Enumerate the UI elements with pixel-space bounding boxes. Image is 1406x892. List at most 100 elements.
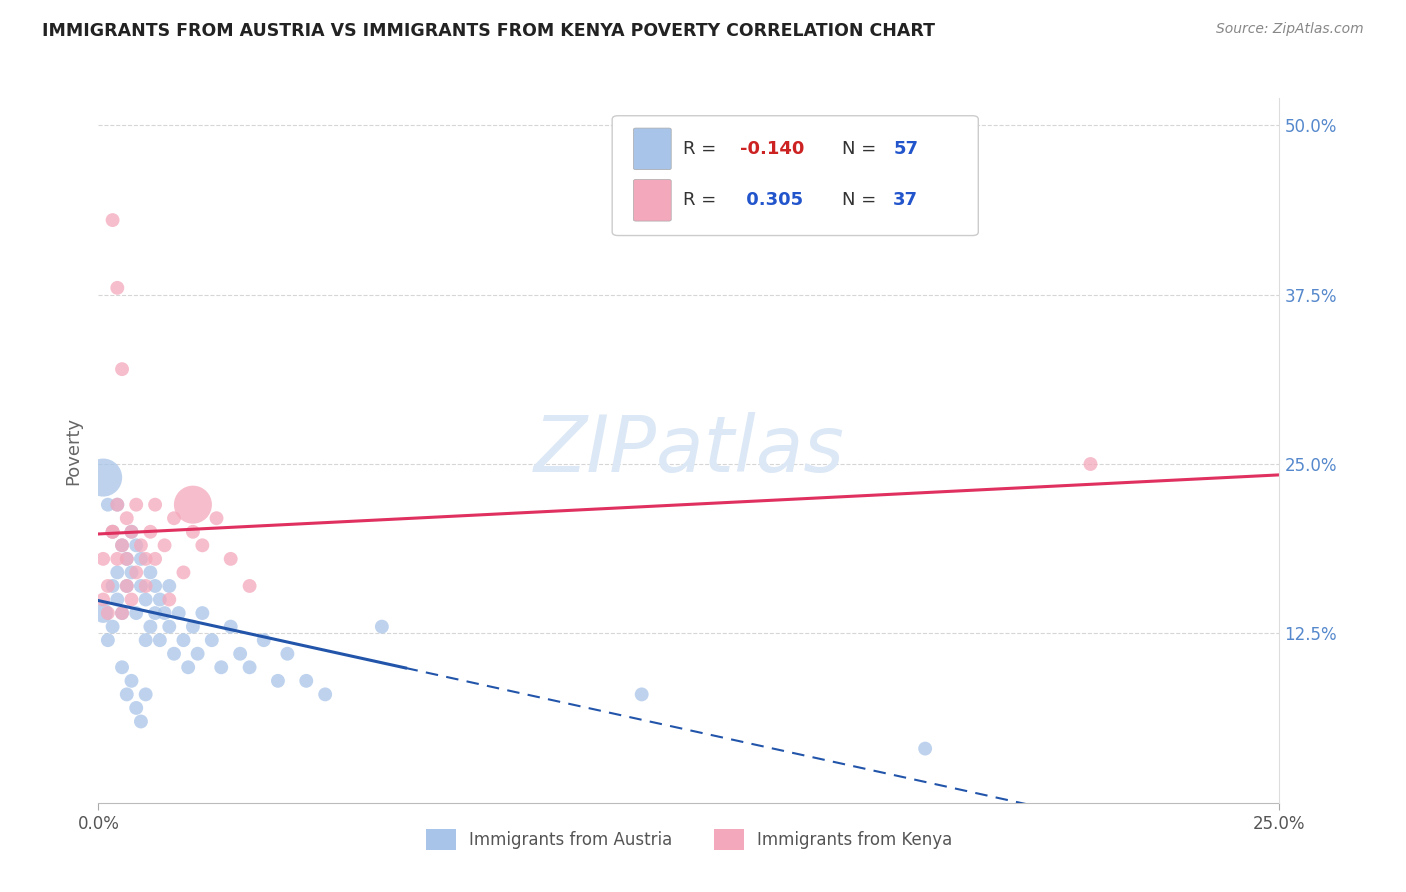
Point [91,606,114,620]
Point [143,552,166,566]
Point [191,538,214,552]
Point [105,566,128,580]
Text: 57: 57 [893,140,918,158]
Point [143,606,166,620]
FancyBboxPatch shape [612,116,979,235]
Point [101,524,124,539]
Text: IMMIGRANTS FROM AUSTRIA VS IMMIGRANTS FROM KENYA POVERTY CORRELATION CHART: IMMIGRANTS FROM AUSTRIA VS IMMIGRANTS FR… [42,22,935,40]
Point [135,633,157,648]
Point [295,673,318,688]
Point [91,470,114,484]
Text: 37: 37 [893,191,918,210]
Point [125,701,148,715]
FancyBboxPatch shape [634,179,671,221]
Point [239,660,262,674]
Point [219,619,242,633]
Point [181,498,204,512]
Point [187,647,209,661]
Point [135,592,157,607]
Y-axis label: Poverty: Poverty [65,417,83,484]
Point [181,524,204,539]
Point [125,498,148,512]
Point [267,673,290,688]
Point [101,524,124,539]
Point [276,647,298,661]
Point [121,592,143,607]
Point [111,538,134,552]
Point [149,592,172,607]
Point [121,524,143,539]
Point [172,633,194,648]
Point [229,647,252,661]
Point [111,538,134,552]
Point [105,498,128,512]
Point [163,511,186,525]
Point [157,579,180,593]
Point [91,552,114,566]
Text: 0.305: 0.305 [740,191,803,210]
Point [129,714,152,729]
Point [153,606,176,620]
Point [143,498,166,512]
Point [115,579,138,593]
Point [91,592,114,607]
Point [135,552,157,566]
Point [205,511,228,525]
Point [172,566,194,580]
Point [314,687,336,701]
Text: R =: R = [683,140,723,158]
Point [1080,457,1102,471]
Point [139,619,162,633]
Text: N =: N = [842,191,883,210]
Point [630,687,652,701]
Point [181,619,204,633]
Point [111,362,134,376]
Point [149,633,172,648]
Point [111,606,134,620]
Point [101,579,124,593]
Point [371,619,394,633]
Point [121,524,143,539]
Legend: Immigrants from Austria, Immigrants from Kenya: Immigrants from Austria, Immigrants from… [418,821,960,858]
Point [209,660,232,674]
Point [115,687,138,701]
Point [115,552,138,566]
Point [97,606,120,620]
Point [167,606,190,620]
Point [253,633,276,648]
Point [157,619,180,633]
Point [191,606,214,620]
Point [201,633,224,648]
Text: R =: R = [683,191,723,210]
Point [101,213,124,227]
Point [139,566,162,580]
Text: Source: ZipAtlas.com: Source: ZipAtlas.com [1216,22,1364,37]
Point [177,660,200,674]
Point [129,579,152,593]
Text: -0.140: -0.140 [740,140,804,158]
Text: N =: N = [842,140,883,158]
Point [143,579,166,593]
Point [157,592,180,607]
Point [105,552,128,566]
Point [97,633,120,648]
Point [129,538,152,552]
Point [129,552,152,566]
Point [121,566,143,580]
Point [105,592,128,607]
Point [239,579,262,593]
Point [914,741,936,756]
FancyBboxPatch shape [634,128,671,169]
Point [135,579,157,593]
Point [135,687,157,701]
Point [97,498,120,512]
Point [111,660,134,674]
Point [139,524,162,539]
Point [121,673,143,688]
Point [115,579,138,593]
Point [105,281,128,295]
Point [125,538,148,552]
Point [115,552,138,566]
Point [219,552,242,566]
Point [125,566,148,580]
